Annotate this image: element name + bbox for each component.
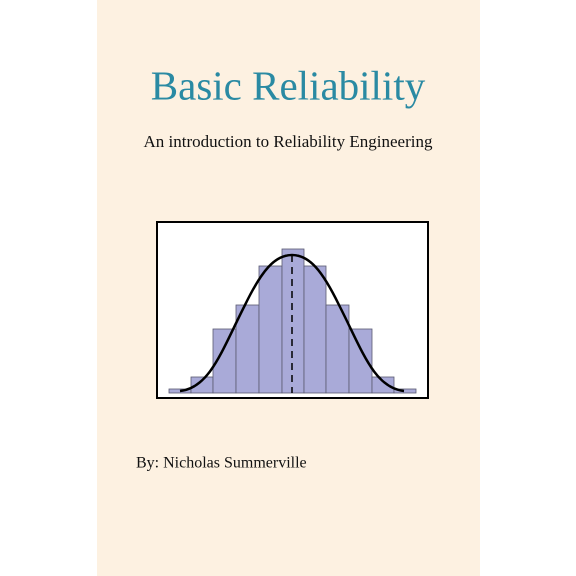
histogram-illustration (156, 221, 429, 399)
bar (393, 388, 417, 394)
cover-title: Basic Reliability (151, 62, 426, 108)
bell-curve (179, 253, 405, 393)
bar (371, 376, 395, 394)
histogram-bars (168, 248, 417, 394)
bar (258, 265, 283, 394)
bar (281, 248, 305, 394)
bar (348, 328, 373, 394)
cover-subtitle: An introduction to Reliability Engineeri… (144, 132, 433, 151)
cover-author: By: Nicholas Summerville (136, 455, 307, 472)
bar (303, 265, 327, 394)
